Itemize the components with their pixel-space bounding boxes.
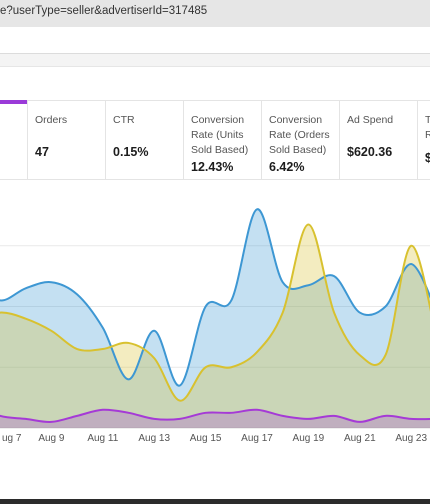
metric-truncated[interactable]: T R $ xyxy=(417,101,430,179)
toolbar-divider xyxy=(0,53,430,54)
metric-value: 6.42% xyxy=(269,160,305,174)
x-tick-label: Aug 9 xyxy=(38,433,65,444)
series-purple-line xyxy=(0,408,430,423)
metric-label: Orders xyxy=(35,114,68,126)
metric-value: 12.43% xyxy=(191,160,234,174)
metric-conversion-units[interactable]: Conversion Rate (Units Sold Based) 12.43… xyxy=(183,101,261,179)
metric-label: T R xyxy=(425,114,430,141)
metric-label: CTR xyxy=(113,114,135,126)
metric-conversion-orders[interactable]: Conversion Rate (Orders Sold Based) 6.42… xyxy=(261,101,339,179)
metric-label: Conversion Rate (Units Sold Based) xyxy=(191,114,249,156)
series-blue-line xyxy=(0,208,430,387)
x-tick-label: Aug 23 xyxy=(395,433,428,444)
metric-label: Conversion Rate (Orders Sold Based) xyxy=(269,114,330,156)
x-tick-label: Aug 11 xyxy=(87,433,119,444)
metrics-bar: Orders 47 CTR 0.15% Conversion Rate (Uni… xyxy=(0,100,430,180)
x-tick-label: Aug 17 xyxy=(241,433,273,444)
metric-label: Ad Spend xyxy=(347,114,394,126)
metric-ad-spend[interactable]: Ad Spend $620.36 xyxy=(339,101,417,179)
taskbar-strip xyxy=(0,499,430,504)
metric-orders[interactable]: Orders 47 xyxy=(27,101,105,179)
series-yellow-line xyxy=(0,223,430,402)
metric-value: $ xyxy=(425,151,430,165)
active-metric-indicator xyxy=(0,100,27,104)
metric-value: 47 xyxy=(35,145,49,159)
url-text[interactable]: e?userType=seller&advertiserId=317485 xyxy=(0,5,208,17)
metric-value: $620.36 xyxy=(347,145,393,159)
metric-ctr[interactable]: CTR 0.15% xyxy=(105,101,183,179)
page-toolbar xyxy=(0,27,430,53)
x-tick-label: ug 7 xyxy=(2,433,22,444)
x-tick-label: Aug 15 xyxy=(189,433,222,444)
metric-value: 0.15% xyxy=(113,145,149,159)
sub-header-strip xyxy=(0,54,430,67)
x-tick-label: Aug 19 xyxy=(292,433,325,444)
series-purple-area xyxy=(0,409,430,428)
browser-address-bar[interactable]: e?userType=seller&advertiserId=317485 xyxy=(0,0,430,27)
series-yellow-area xyxy=(0,224,430,428)
x-tick-label: Aug 21 xyxy=(343,433,376,444)
performance-area-chart xyxy=(0,208,430,429)
x-tick-label: Aug 13 xyxy=(138,433,171,444)
series-blue-area xyxy=(0,209,430,428)
